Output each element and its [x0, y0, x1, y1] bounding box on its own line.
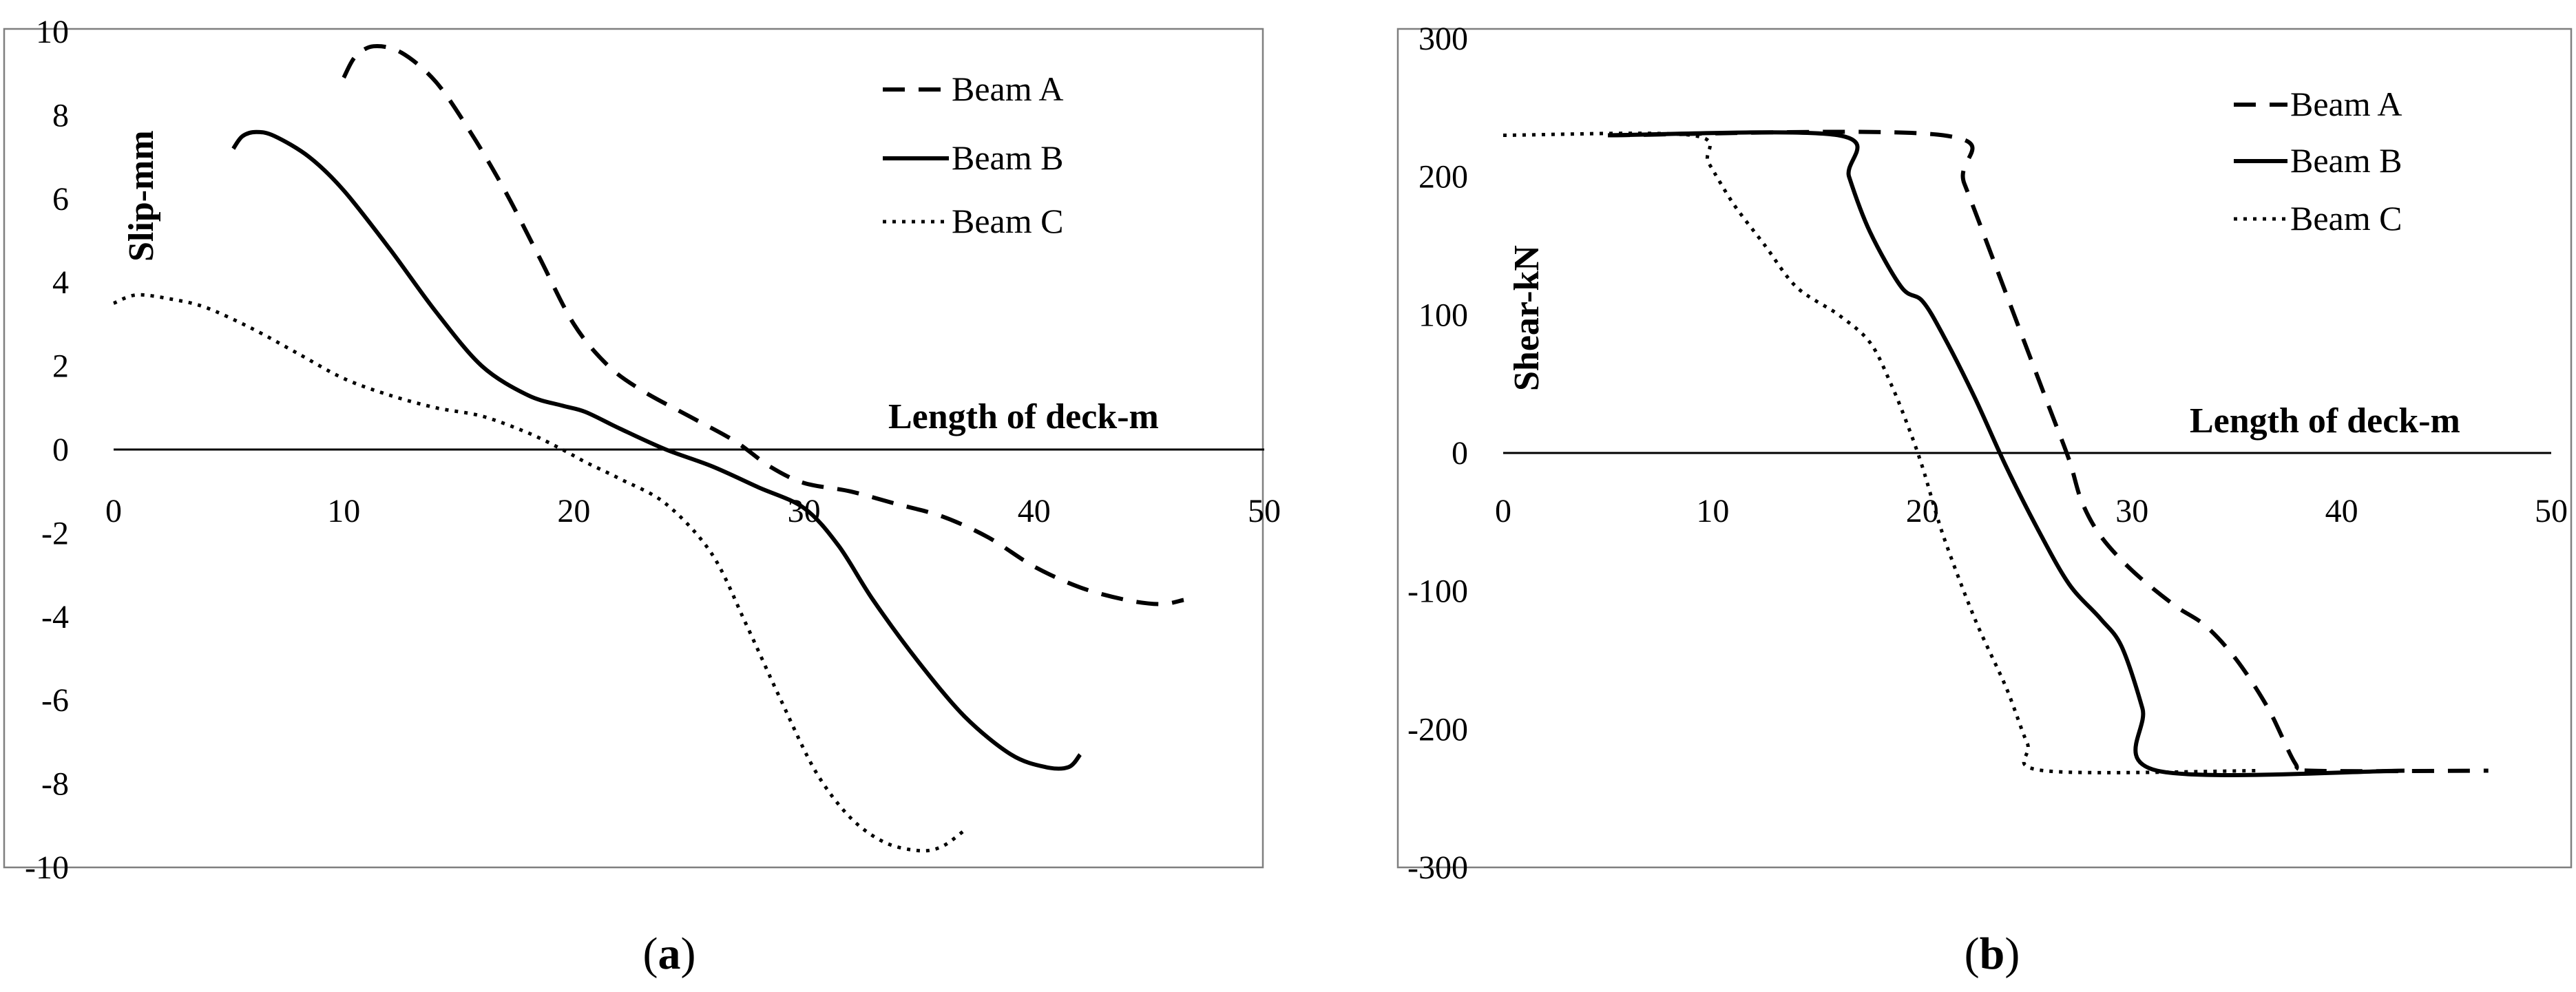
y-axis-label-a: Slip-mm [122, 130, 161, 262]
legend-b: Beam A Beam B Beam C [2234, 85, 2402, 238]
x-tick-label: 10 [327, 493, 360, 529]
x-tick-label: 40 [1018, 493, 1051, 529]
legend-label-beam-b: Beam B [2290, 141, 2402, 180]
y-tick-label: 200 [1418, 159, 1468, 196]
y-tick-label: -300 [1407, 849, 1468, 886]
chart-panel-b: 300 200 100 0 -100 -200 -300 0 10 20 30 … [1396, 21, 2573, 979]
y-tick-label: 4 [52, 264, 69, 301]
y-axis-label-b: Shear-kN [1507, 245, 1547, 391]
caption-paren-open: ( [643, 929, 658, 979]
y-tick-label: -8 [41, 766, 69, 803]
x-tick-label: 10 [1696, 493, 1729, 529]
x-tick-label: 20 [557, 493, 590, 529]
legend-label-beam-c: Beam C [952, 202, 1063, 240]
y-tick-label: 0 [1452, 435, 1468, 472]
series-line-beam-c [1502, 131, 2258, 774]
plot-frame-b [1396, 28, 2573, 869]
chart-panel-a: 10 8 6 4 2 0 -2 -4 -6 -8 -10 0 10 20 30 … [3, 14, 1281, 979]
caption-paren-close: ) [2004, 929, 2020, 979]
x-axis-label-b: Length of deck-m [2190, 401, 2460, 441]
x-tick-label: 0 [1495, 493, 1511, 529]
caption-paren-close: ) [681, 929, 696, 979]
series-line-beam-b [231, 129, 1082, 771]
panel-caption-a: (a) [643, 929, 696, 979]
series-line-beam-b [1608, 130, 2405, 777]
x-tick-label: 50 [1248, 493, 1281, 529]
series-line-beam-c [113, 293, 967, 853]
legend-label-beam-b: Beam B [952, 138, 1063, 177]
y-tick-label: -200 [1407, 711, 1468, 748]
y-tick-label: -10 [25, 849, 69, 886]
panel-caption-b: (b) [1965, 929, 2020, 979]
y-tick-label: 300 [1418, 21, 1468, 57]
caption-letter: a [658, 929, 681, 979]
y-tick-label: 100 [1418, 297, 1468, 333]
caption-letter: b [1980, 929, 2005, 979]
y-tick-label: -2 [41, 515, 69, 551]
y-tick-label: -4 [41, 599, 69, 635]
legend-label-beam-a: Beam A [2290, 85, 2402, 123]
series-line-beam-a [342, 43, 1184, 606]
series-line-beam-a [1608, 129, 2489, 774]
y-tick-label: 10 [36, 14, 69, 50]
plot-frame-a [3, 28, 1264, 869]
y-tick-label: 6 [52, 181, 69, 218]
y-tick-label: -6 [41, 682, 69, 719]
y-tick-label: -100 [1407, 573, 1468, 610]
x-tick-label: 0 [105, 493, 122, 529]
legend-a: Beam A Beam B Beam C [883, 70, 1063, 240]
legend-label-beam-c: Beam C [2290, 199, 2402, 238]
y-tick-label: 8 [52, 97, 69, 134]
x-tick-label: 20 [1906, 493, 1939, 529]
y-tick-label: 0 [52, 432, 69, 468]
x-axis-label-a: Length of deck-m [888, 397, 1159, 436]
x-tick-label: 40 [2325, 493, 2358, 529]
legend-label-beam-a: Beam A [952, 70, 1063, 108]
caption-paren-open: ( [1965, 929, 1980, 979]
x-tick-label: 50 [2535, 493, 2568, 529]
y-tick-label: 2 [52, 348, 69, 385]
x-tick-label: 30 [788, 493, 821, 529]
x-tick-label: 30 [2115, 493, 2148, 529]
